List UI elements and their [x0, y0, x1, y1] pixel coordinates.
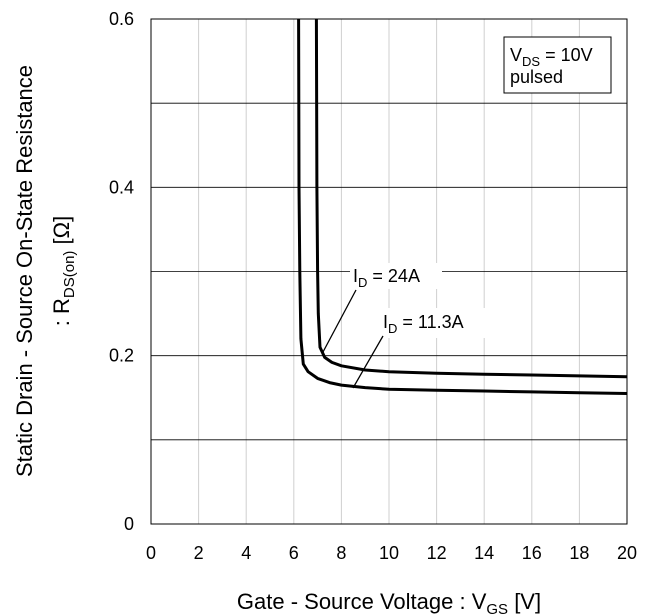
series-line-1 [297, 18, 628, 395]
x-axis-title: Gate - Source Voltage : VGS [V] [237, 589, 541, 616]
x-tick-label: 12 [427, 543, 447, 563]
series-group [297, 18, 628, 395]
x-tick-label: 6 [289, 543, 299, 563]
x-tick-label: 8 [336, 543, 346, 563]
x-tick-label: 4 [241, 543, 251, 563]
x-tick-label: 16 [522, 543, 542, 563]
y-axis-title-line2: : RDS(on) [Ω] [49, 216, 78, 326]
x-tick-label: 0 [146, 543, 156, 563]
x-tick-label: 14 [474, 543, 494, 563]
y-tick-label: 0.4 [109, 177, 134, 197]
series-label-24a-text: ID = 24A [353, 266, 420, 290]
series-label-113a-text: ID = 11.3A [383, 312, 464, 336]
series-label-113a-leader [352, 335, 384, 389]
y-tick-label: 0 [124, 514, 134, 534]
condition-pulsed: pulsed [510, 67, 563, 87]
x-tick-labels: 0 2 4 6 8 10 12 14 16 18 20 [146, 543, 637, 563]
series-label-24a-leader [322, 289, 357, 353]
plot-frame [150, 18, 628, 525]
y-tick-label: 0.6 [109, 9, 134, 29]
x-tick-label: 20 [617, 543, 637, 563]
condition-box: VDS = 10V pulsed [503, 36, 612, 94]
condition-box-frame [503, 36, 612, 94]
x-tick-label: 18 [569, 543, 589, 563]
series-label-113a: ID = 11.3A [352, 308, 486, 389]
y-axis-title-line1: Static Drain - Source On-State Resistanc… [12, 65, 37, 477]
series-line-0 [314, 18, 628, 379]
series-label-24a-bg [350, 263, 442, 289]
x-tick-label: 10 [379, 543, 399, 563]
y-tick-label: 0.2 [109, 346, 134, 366]
condition-vds: VDS = 10V [510, 45, 593, 69]
series-label-24a: ID = 24A [322, 263, 442, 353]
y-tick-labels: 0 0.2 0.4 0.6 [109, 9, 134, 534]
x-tick-label: 2 [194, 543, 204, 563]
series-label-113a-bg [380, 308, 486, 338]
